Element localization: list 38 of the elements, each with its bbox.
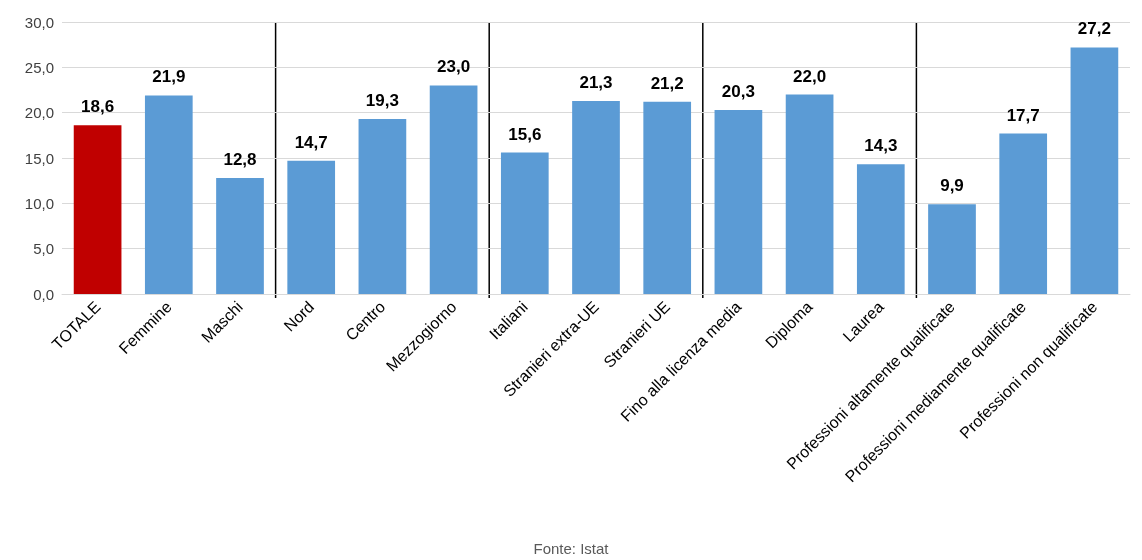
data-label: 19,3 <box>365 91 399 111</box>
data-label: 20,3 <box>721 81 755 101</box>
data-label: 14,3 <box>864 136 898 156</box>
data-label: 14,7 <box>294 132 328 152</box>
data-label: 12,8 <box>223 149 257 169</box>
y-tick-label: 10,0 <box>24 194 54 212</box>
bar <box>144 95 193 294</box>
data-label: 27,2 <box>1077 19 1111 39</box>
bar <box>500 152 549 294</box>
data-label: 21,3 <box>579 72 613 92</box>
bar <box>928 204 976 294</box>
y-tick-label: 5,0 <box>33 240 54 258</box>
bar <box>216 177 264 294</box>
data-label: 23,0 <box>437 57 471 77</box>
data-label: 17,7 <box>1006 105 1040 125</box>
data-label: 22,0 <box>793 66 827 86</box>
bar <box>785 94 834 294</box>
data-label: 18,6 <box>81 97 115 117</box>
y-tick-label: 0,0 <box>33 285 54 303</box>
bar <box>73 125 122 294</box>
data-label: 9,9 <box>940 176 964 196</box>
bar <box>429 85 478 294</box>
bar <box>856 164 905 294</box>
y-tick-label: 30,0 <box>24 13 54 31</box>
data-label: 15,6 <box>508 124 542 144</box>
y-tick-label: 15,0 <box>24 149 54 167</box>
bar <box>1070 47 1119 294</box>
bar <box>643 101 692 294</box>
y-tick-label: 20,0 <box>24 104 54 122</box>
data-label: 21,2 <box>650 73 684 93</box>
bar <box>572 100 620 294</box>
source-note: Fonte: Istat <box>533 540 610 557</box>
bar <box>287 160 336 294</box>
y-tick-label: 25,0 <box>24 58 54 76</box>
bar <box>714 109 763 294</box>
bar <box>999 133 1048 294</box>
data-label: 21,9 <box>152 67 186 87</box>
bar <box>358 119 407 294</box>
